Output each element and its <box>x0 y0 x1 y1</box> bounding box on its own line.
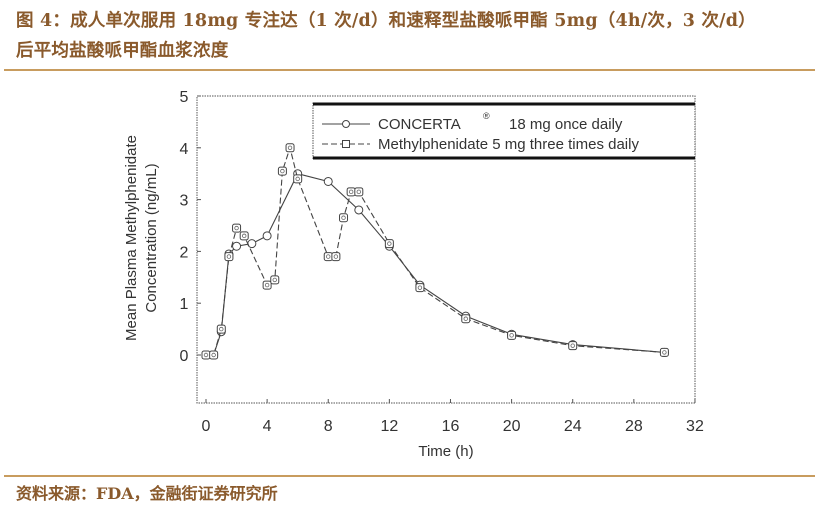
square-marker <box>323 252 333 262</box>
square-marker <box>232 223 242 233</box>
bottom-separator <box>4 475 815 477</box>
square-marker <box>209 350 219 360</box>
square-marker-icon <box>342 140 350 148</box>
y-tick-label: 0 <box>180 348 189 365</box>
svg-text:Methylphenidate 5 mg three ti: Methylphenidate 5 mg three times daily <box>378 136 639 153</box>
square-marker <box>354 187 364 197</box>
circle-marker <box>262 231 272 241</box>
square-marker <box>415 283 425 293</box>
legend-item-concerta: CONCERTA ® 18 mg once daily <box>322 111 623 133</box>
legend: CONCERTA ® 18 mg once daily Methylphenid… <box>312 102 696 160</box>
y-tick-label: 4 <box>180 141 189 158</box>
x-tick-label: 8 <box>324 418 333 435</box>
legend-item-methylphenidate: Methylphenidate 5 mg three times daily <box>322 136 639 153</box>
y-axis-label-line2: Concentration (ng/mL) <box>143 163 160 312</box>
circle-marker <box>323 176 333 186</box>
data-series <box>201 143 669 360</box>
svg-text:CONCERTA: CONCERTA <box>378 116 461 133</box>
figure-title-line1: 图 4：成人单次服用 18mg 专注达（1 次/d）和速释型盐酸哌甲酯 5mg（… <box>16 11 756 31</box>
circle-marker <box>247 239 257 249</box>
square-marker <box>461 314 471 324</box>
x-tick-label: 24 <box>564 418 582 435</box>
square-marker <box>346 187 356 197</box>
square-marker <box>384 239 394 249</box>
square-marker <box>239 231 249 241</box>
square-marker <box>285 143 295 153</box>
square-marker <box>331 252 341 262</box>
x-tick-label: 16 <box>442 418 460 435</box>
circle-marker <box>354 205 364 215</box>
square-marker <box>293 174 303 184</box>
square-marker <box>224 252 234 262</box>
y-axis-label-line1: Mean Plasma Methylphenidate <box>123 135 140 341</box>
y-tick-label: 2 <box>180 244 189 261</box>
x-axis-ticks: 0 4 8 12 16 20 24 28 32 <box>202 399 704 435</box>
x-tick-label: 0 <box>202 418 211 435</box>
square-marker <box>339 213 349 223</box>
x-tick-label: 32 <box>686 418 704 435</box>
square-marker <box>277 166 287 176</box>
y-tick-label: 1 <box>180 296 189 313</box>
figure-title: 图 4：成人单次服用 18mg 专注达（1 次/d）和速释型盐酸哌甲酯 5mg（… <box>16 6 816 66</box>
x-tick-label: 20 <box>503 418 521 435</box>
y-axis-ticks: 0 1 2 3 4 5 <box>180 89 201 365</box>
series-methylphenidate <box>201 143 669 360</box>
x-axis-label: Time (h) <box>418 443 473 460</box>
svg-text:18 mg once daily: 18 mg once daily <box>509 116 623 133</box>
square-marker <box>216 324 226 334</box>
svg-text:®: ® <box>483 111 490 121</box>
square-marker <box>201 350 211 360</box>
x-tick-label: 4 <box>263 418 272 435</box>
square-marker <box>507 330 517 340</box>
square-marker <box>270 275 280 285</box>
top-separator <box>4 69 815 71</box>
x-tick-label: 28 <box>625 418 643 435</box>
series-concerta <box>201 169 669 360</box>
square-marker <box>659 347 669 357</box>
square-marker <box>568 341 578 351</box>
circle-marker <box>232 241 242 251</box>
y-tick-label: 3 <box>180 193 189 210</box>
circle-marker-icon <box>342 120 350 128</box>
square-marker <box>262 280 272 290</box>
plot-frame <box>196 95 696 404</box>
figure-title-line2: 后平均盐酸哌甲酯血浆浓度 <box>16 41 229 61</box>
x-tick-label: 12 <box>380 418 398 435</box>
y-tick-label: 5 <box>180 89 189 106</box>
source-note: 资料来源：FDA，金融街证券研究所 <box>16 484 278 503</box>
